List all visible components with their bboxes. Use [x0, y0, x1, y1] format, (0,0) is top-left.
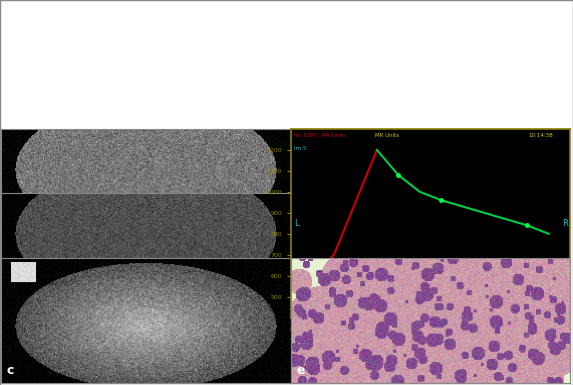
Text: b: b	[7, 298, 16, 311]
Text: L=-120  W=290: L=-120 W=290	[486, 309, 525, 314]
Text: MR Units: MR Units	[375, 133, 399, 138]
Text: Im 5: Im 5	[294, 146, 306, 151]
Text: 100%  ROI 26.8 mm2 (47 pix.)  A: 100% ROI 26.8 mm2 (47 pix.) A	[294, 309, 375, 314]
Text: a: a	[7, 235, 15, 248]
Text: R: R	[562, 219, 568, 228]
Text: L: L	[294, 219, 299, 228]
Text: Ro 100%  MR Units: Ro 100% MR Units	[294, 133, 346, 138]
Text: e: e	[297, 364, 305, 377]
Text: c: c	[7, 364, 14, 377]
Text: d: d	[297, 323, 305, 336]
Text: 10:14:38: 10:14:38	[528, 133, 553, 138]
